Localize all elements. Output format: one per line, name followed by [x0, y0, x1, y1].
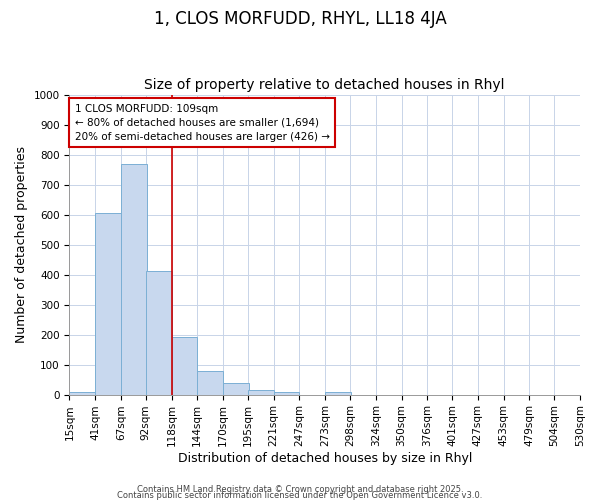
Text: 1, CLOS MORFUDD, RHYL, LL18 4JA: 1, CLOS MORFUDD, RHYL, LL18 4JA — [154, 10, 446, 28]
Bar — [121, 164, 147, 394]
Text: Contains HM Land Registry data © Crown copyright and database right 2025.: Contains HM Land Registry data © Crown c… — [137, 485, 463, 494]
Bar — [95, 213, 121, 394]
Bar — [248, 390, 274, 394]
Bar — [274, 392, 299, 394]
Y-axis label: Number of detached properties: Number of detached properties — [15, 146, 28, 343]
Bar — [70, 392, 95, 394]
Bar — [325, 392, 351, 394]
Bar — [146, 270, 172, 394]
X-axis label: Distribution of detached houses by size in Rhyl: Distribution of detached houses by size … — [178, 452, 472, 465]
Title: Size of property relative to detached houses in Rhyl: Size of property relative to detached ho… — [145, 78, 505, 92]
Bar — [172, 337, 197, 394]
Text: 1 CLOS MORFUDD: 109sqm
← 80% of detached houses are smaller (1,694)
20% of semi-: 1 CLOS MORFUDD: 109sqm ← 80% of detached… — [74, 104, 329, 142]
Bar — [223, 383, 249, 394]
Bar — [197, 371, 223, 394]
Text: Contains public sector information licensed under the Open Government Licence v3: Contains public sector information licen… — [118, 490, 482, 500]
